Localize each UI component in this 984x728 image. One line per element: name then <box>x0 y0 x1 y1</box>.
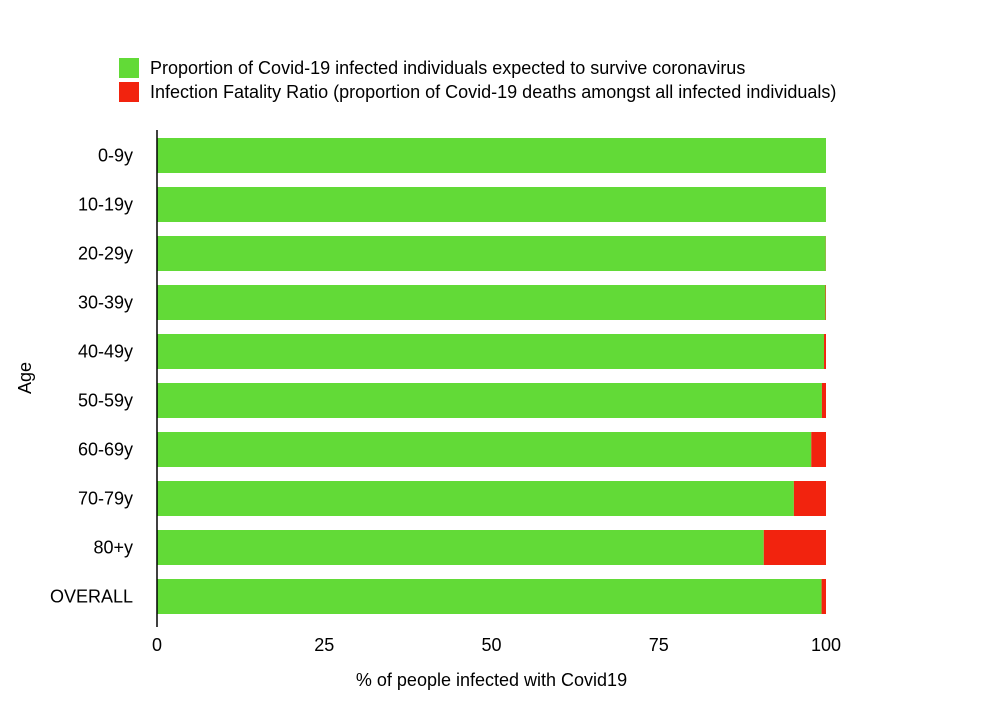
y-axis-title: Age <box>15 362 35 394</box>
bar-survive-0 <box>157 138 826 173</box>
legend: Proportion of Covid-19 infected individu… <box>119 56 836 104</box>
bar-survive-1 <box>157 187 826 222</box>
x-tick-label: 75 <box>649 635 669 655</box>
legend-item-survive[interactable]: Proportion of Covid-19 infected individu… <box>119 56 836 80</box>
legend-swatch-fatality <box>119 82 139 102</box>
bar-survive-4 <box>157 334 825 369</box>
x-tick-label: 50 <box>481 635 501 655</box>
bar-fatality-7 <box>793 481 826 516</box>
category-label: 30-39y <box>78 293 133 313</box>
category-labels: 0-9y 10-19y 20-29y 30-39y 40-49y 50-59y 60-69y… <box>50 146 133 607</box>
bar-survive-3 <box>157 285 826 320</box>
category-label: 60-69y <box>78 440 133 460</box>
x-tick-label: 0 <box>152 635 162 655</box>
bars-group <box>157 138 826 614</box>
category-label: 80+y <box>93 538 133 558</box>
bar-survive-7 <box>157 481 794 516</box>
x-tick-label: 100 <box>811 635 841 655</box>
legend-label-survive: Proportion of Covid-19 infected individu… <box>150 57 746 78</box>
category-label: 70-79y <box>78 489 133 509</box>
bar-survive-6 <box>157 432 812 467</box>
legend-item-fatality[interactable]: Infection Fatality Ratio (proportion of … <box>119 80 836 104</box>
bar-fatality-4 <box>824 334 826 369</box>
bar-fatality-3 <box>825 285 826 320</box>
category-label: 0-9y <box>98 146 133 166</box>
bar-survive-2 <box>157 236 826 271</box>
x-tick-label: 25 <box>314 635 334 655</box>
category-label: 10-19y <box>78 195 133 215</box>
legend-swatch-survive <box>119 58 139 78</box>
bar-survive-9 <box>157 579 822 614</box>
bar-fatality-9 <box>821 579 826 614</box>
category-label: 20-29y <box>78 244 133 264</box>
bar-fatality-5 <box>821 383 826 418</box>
x-axis-title: % of people infected with Covid19 <box>356 670 627 690</box>
category-label: 50-59y <box>78 391 133 411</box>
bar-fatality-8 <box>763 530 826 565</box>
x-tick-labels: 0 25 50 75 100 <box>152 635 841 655</box>
category-label: 40-49y <box>78 342 133 362</box>
category-label: OVERALL <box>50 587 133 607</box>
bar-survive-8 <box>157 530 764 565</box>
legend-label-fatality: Infection Fatality Ratio (proportion of … <box>150 81 837 102</box>
bar-fatality-6 <box>811 432 826 467</box>
bar-survive-5 <box>157 383 822 418</box>
